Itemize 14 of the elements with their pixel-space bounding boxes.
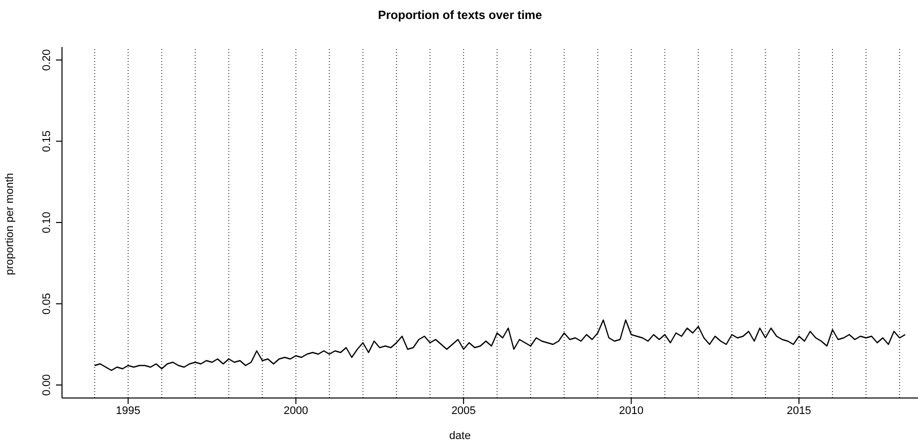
- y-tick-label: 0.20: [41, 49, 53, 71]
- x-tick-label: 2005: [451, 404, 476, 417]
- x-tick-label: 2000: [284, 404, 308, 417]
- chart-title: Proportion of texts over time: [376, 8, 544, 22]
- y-tick-label: 0.05: [41, 293, 53, 314]
- x-axis-title: date: [448, 430, 472, 442]
- y-axis-title: proportion per month: [4, 172, 16, 276]
- line-series: [94, 319, 906, 371]
- y-tick-label: 0.10: [41, 212, 53, 234]
- y-tick-label: 0.00: [41, 374, 53, 396]
- x-tick-label: 2015: [786, 404, 812, 417]
- y-tick-label: 0.15: [41, 130, 53, 152]
- x-tick-label: 1995: [116, 404, 140, 417]
- x-tick-label: 2010: [619, 404, 644, 417]
